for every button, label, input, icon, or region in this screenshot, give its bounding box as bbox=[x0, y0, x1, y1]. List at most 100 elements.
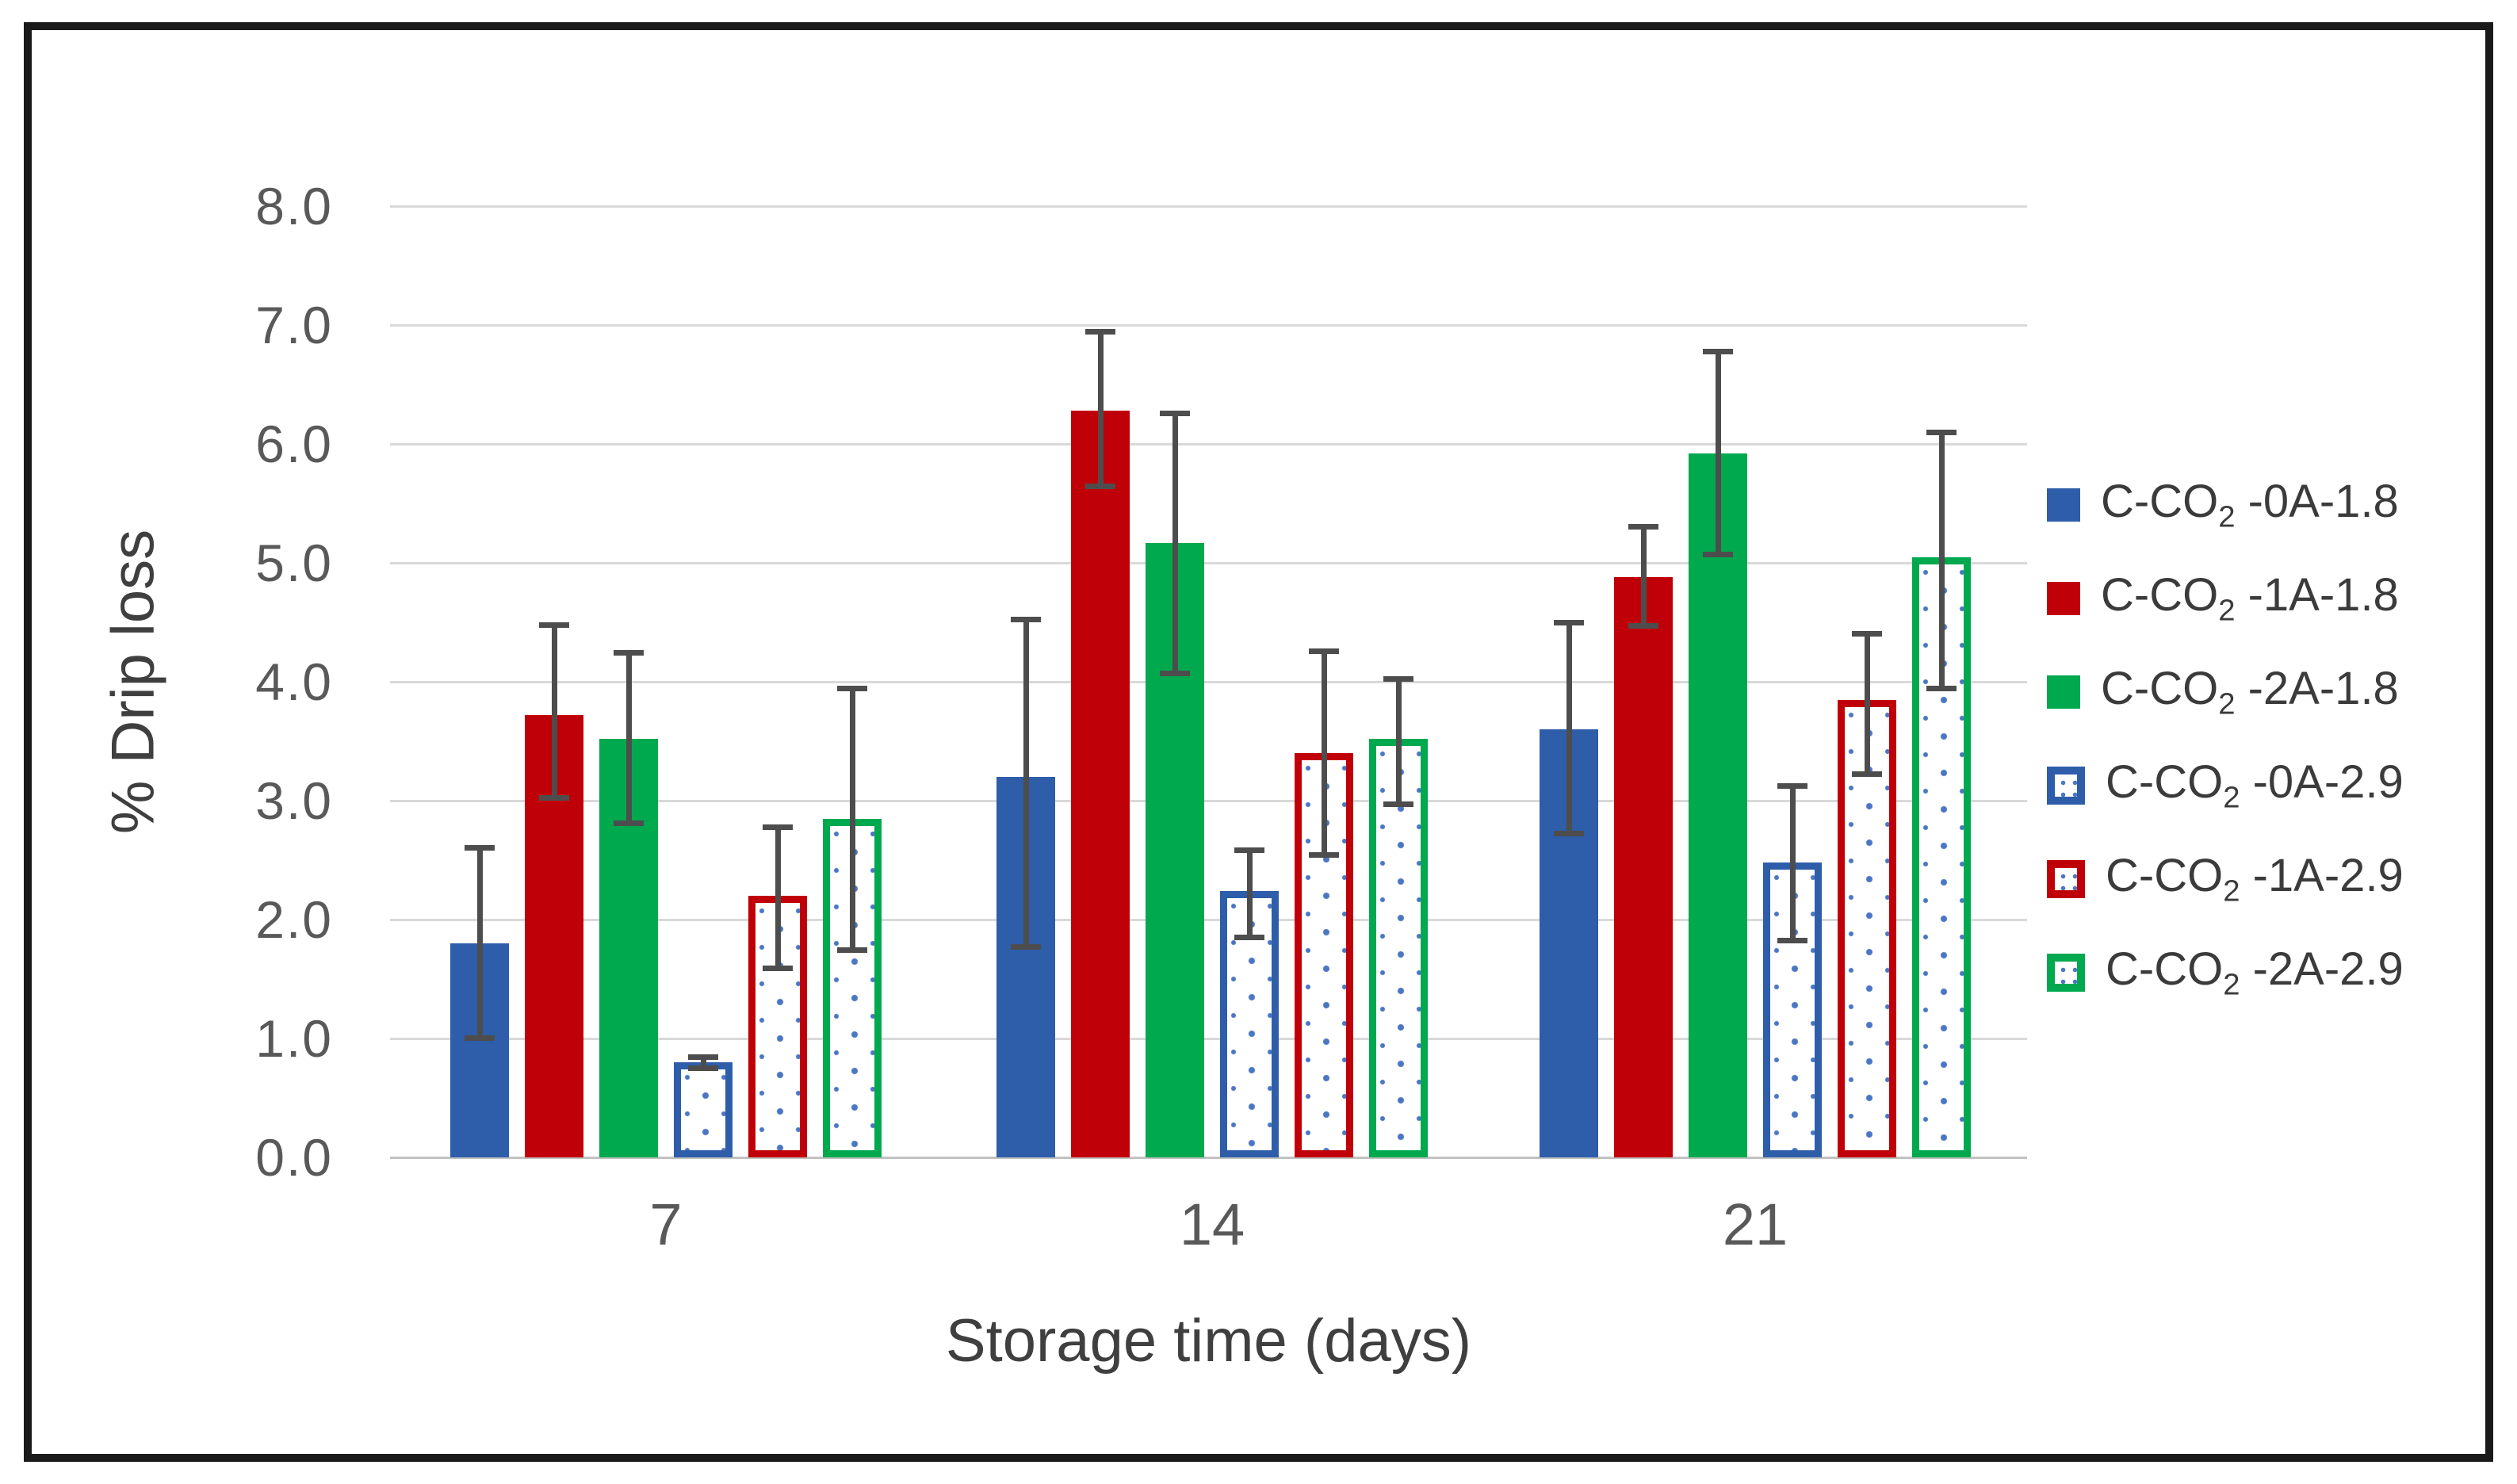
gridline bbox=[390, 205, 2027, 208]
error-bar-C-CO2-1A-2.9-day-21 bbox=[1852, 630, 1882, 777]
error-bar-line bbox=[551, 622, 557, 801]
error-bar-line bbox=[1395, 675, 1402, 807]
error-bar-cap bbox=[1926, 686, 1957, 691]
legend-item-C-CO2-0A-2.9: C-CO2 -0A-2.9 bbox=[2047, 739, 2404, 832]
error-bar-cap bbox=[1554, 831, 1584, 836]
bar-C-CO2-1A-1.8-day-14 bbox=[1071, 411, 1130, 1157]
error-bar-C-CO2-1A-1.8-day-7 bbox=[539, 622, 569, 801]
legend-label: C-CO2 -2A-2.9 bbox=[2106, 943, 2404, 1002]
bar-C-CO2-0A-2.9-day-14 bbox=[1220, 891, 1279, 1157]
error-bar-cap bbox=[1160, 670, 1190, 676]
bar-C-CO2-1A-2.9-day-21 bbox=[1838, 699, 1896, 1157]
legend-item-C-CO2-2A-1.8: C-CO2 -2A-1.8 bbox=[2047, 645, 2404, 739]
legend-label: C-CO2 -1A-1.8 bbox=[2101, 569, 2399, 628]
error-bar-C-CO2-2A-1.8-day-7 bbox=[614, 649, 644, 826]
error-bar-line bbox=[625, 649, 632, 826]
gridline bbox=[390, 324, 2027, 327]
error-bar-C-CO2-0A-1.8-day-21 bbox=[1554, 620, 1584, 836]
error-bar-line bbox=[1864, 630, 1870, 777]
error-bar-C-CO2-2A-2.9-day-14 bbox=[1383, 675, 1413, 807]
error-bar-C-CO2-1A-2.9-day-14 bbox=[1309, 648, 1339, 858]
bar-C-CO2-2A-1.8-day-21 bbox=[1689, 453, 1747, 1157]
gridline bbox=[390, 919, 2027, 921]
legend: C-CO2 -0A-1.8 C-CO2 -1A-1.8 C-CO2 -2A-1.8 C… bbox=[2047, 458, 2404, 1019]
error-bar-C-CO2-1A-1.8-day-21 bbox=[1628, 523, 1658, 629]
bar-group-day-14 bbox=[996, 206, 1428, 1157]
error-bar-cap bbox=[1309, 852, 1339, 858]
x-tick-label-day-14: 14 bbox=[1179, 1191, 1245, 1257]
legend-swatch-icon bbox=[2047, 767, 2085, 805]
bar-C-CO2-0A-2.9-day-7 bbox=[674, 1062, 733, 1157]
error-bar-C-CO2-0A-2.9-day-21 bbox=[1777, 782, 1807, 943]
legend-label: C-CO2 -0A-1.8 bbox=[2101, 476, 2399, 534]
legend-swatch-icon bbox=[2047, 954, 2085, 992]
error-bar-line bbox=[1640, 523, 1647, 629]
legend-swatch-icon bbox=[2047, 860, 2085, 898]
x-axis-title: Storage time (days) bbox=[945, 1307, 1472, 1375]
error-bar-cap bbox=[1383, 801, 1413, 807]
error-bar-cap bbox=[465, 1035, 495, 1041]
y-tick-label: 2.0 bbox=[255, 890, 333, 949]
error-bar-line bbox=[1938, 430, 1945, 691]
legend-item-C-CO2-1A-2.9: C-CO2 -1A-2.9 bbox=[2047, 832, 2404, 926]
y-tick-label: 8.0 bbox=[255, 177, 333, 235]
error-bar-C-CO2-2A-2.9-day-7 bbox=[837, 685, 867, 953]
bar-C-CO2-1A-2.9-day-7 bbox=[748, 896, 807, 1157]
legend-item-C-CO2-2A-2.9: C-CO2 -2A-2.9 bbox=[2047, 926, 2404, 1019]
y-tick-label: 5.0 bbox=[255, 534, 333, 592]
gridline bbox=[390, 562, 2027, 564]
plot-area bbox=[390, 205, 2027, 1159]
error-bar-line bbox=[1789, 782, 1796, 943]
error-bar-cap bbox=[688, 1065, 718, 1071]
error-bar-C-CO2-1A-2.9-day-7 bbox=[763, 824, 793, 971]
error-bar-cap bbox=[539, 795, 569, 801]
legend-swatch-icon bbox=[2047, 488, 2080, 522]
bar-C-CO2-0A-2.9-day-21 bbox=[1763, 862, 1822, 1157]
error-bar-line bbox=[1023, 616, 1029, 950]
gridline bbox=[390, 800, 2027, 802]
error-bar-C-CO2-2A-1.8-day-21 bbox=[1703, 349, 1733, 557]
error-bar-cap bbox=[763, 965, 793, 971]
error-bar-cap bbox=[1085, 484, 1115, 489]
error-bar-cap bbox=[1234, 934, 1264, 940]
error-bar-C-CO2-2A-2.9-day-21 bbox=[1926, 430, 1957, 691]
error-bar-C-CO2-0A-1.8-day-14 bbox=[1011, 616, 1041, 950]
error-bar-cap bbox=[1703, 551, 1733, 557]
error-bar-C-CO2-0A-2.9-day-7 bbox=[688, 1054, 718, 1071]
x-tick-label-day-21: 21 bbox=[1722, 1191, 1788, 1257]
error-bar-cap bbox=[1011, 943, 1041, 950]
error-bar-C-CO2-0A-1.8-day-7 bbox=[465, 844, 495, 1041]
y-tick-label: 0.0 bbox=[255, 1128, 333, 1187]
y-tick-label: 3.0 bbox=[255, 771, 333, 830]
bar-C-CO2-1A-1.8-day-21 bbox=[1614, 577, 1673, 1157]
error-bar-C-CO2-0A-2.9-day-14 bbox=[1234, 847, 1264, 940]
gridline bbox=[390, 443, 2027, 446]
error-bar-line bbox=[1715, 349, 1721, 557]
x-tick-label-day-7: 7 bbox=[649, 1191, 683, 1257]
legend-item-C-CO2-1A-1.8: C-CO2 -1A-1.8 bbox=[2047, 552, 2404, 645]
error-bar-line bbox=[1566, 620, 1572, 836]
error-bar-line bbox=[1246, 847, 1253, 940]
error-bar-cap bbox=[1852, 771, 1882, 777]
y-tick-label: 4.0 bbox=[255, 652, 333, 711]
y-tick-label: 1.0 bbox=[255, 1009, 333, 1068]
error-bar-line bbox=[1097, 328, 1104, 489]
error-bar-cap bbox=[837, 947, 867, 953]
bar-group-day-7 bbox=[450, 206, 882, 1157]
legend-swatch-icon bbox=[2047, 582, 2080, 615]
x-axis-line bbox=[390, 1157, 2027, 1159]
bar-C-CO2-2A-2.9-day-14 bbox=[1369, 739, 1428, 1157]
legend-label: C-CO2 -2A-1.8 bbox=[2101, 663, 2399, 721]
gridline bbox=[390, 1038, 2027, 1040]
error-bar-line bbox=[476, 844, 483, 1041]
error-bar-C-CO2-2A-1.8-day-14 bbox=[1160, 411, 1190, 676]
bar-group-day-21 bbox=[1540, 206, 1971, 1157]
figure-border bbox=[24, 22, 2493, 1462]
error-bar-cap bbox=[1628, 622, 1658, 629]
y-tick-label: 6.0 bbox=[255, 415, 333, 473]
legend-label: C-CO2 -1A-2.9 bbox=[2106, 850, 2404, 908]
legend-swatch-icon bbox=[2047, 675, 2080, 709]
error-bar-line bbox=[1321, 648, 1327, 858]
gridline bbox=[390, 681, 2027, 683]
